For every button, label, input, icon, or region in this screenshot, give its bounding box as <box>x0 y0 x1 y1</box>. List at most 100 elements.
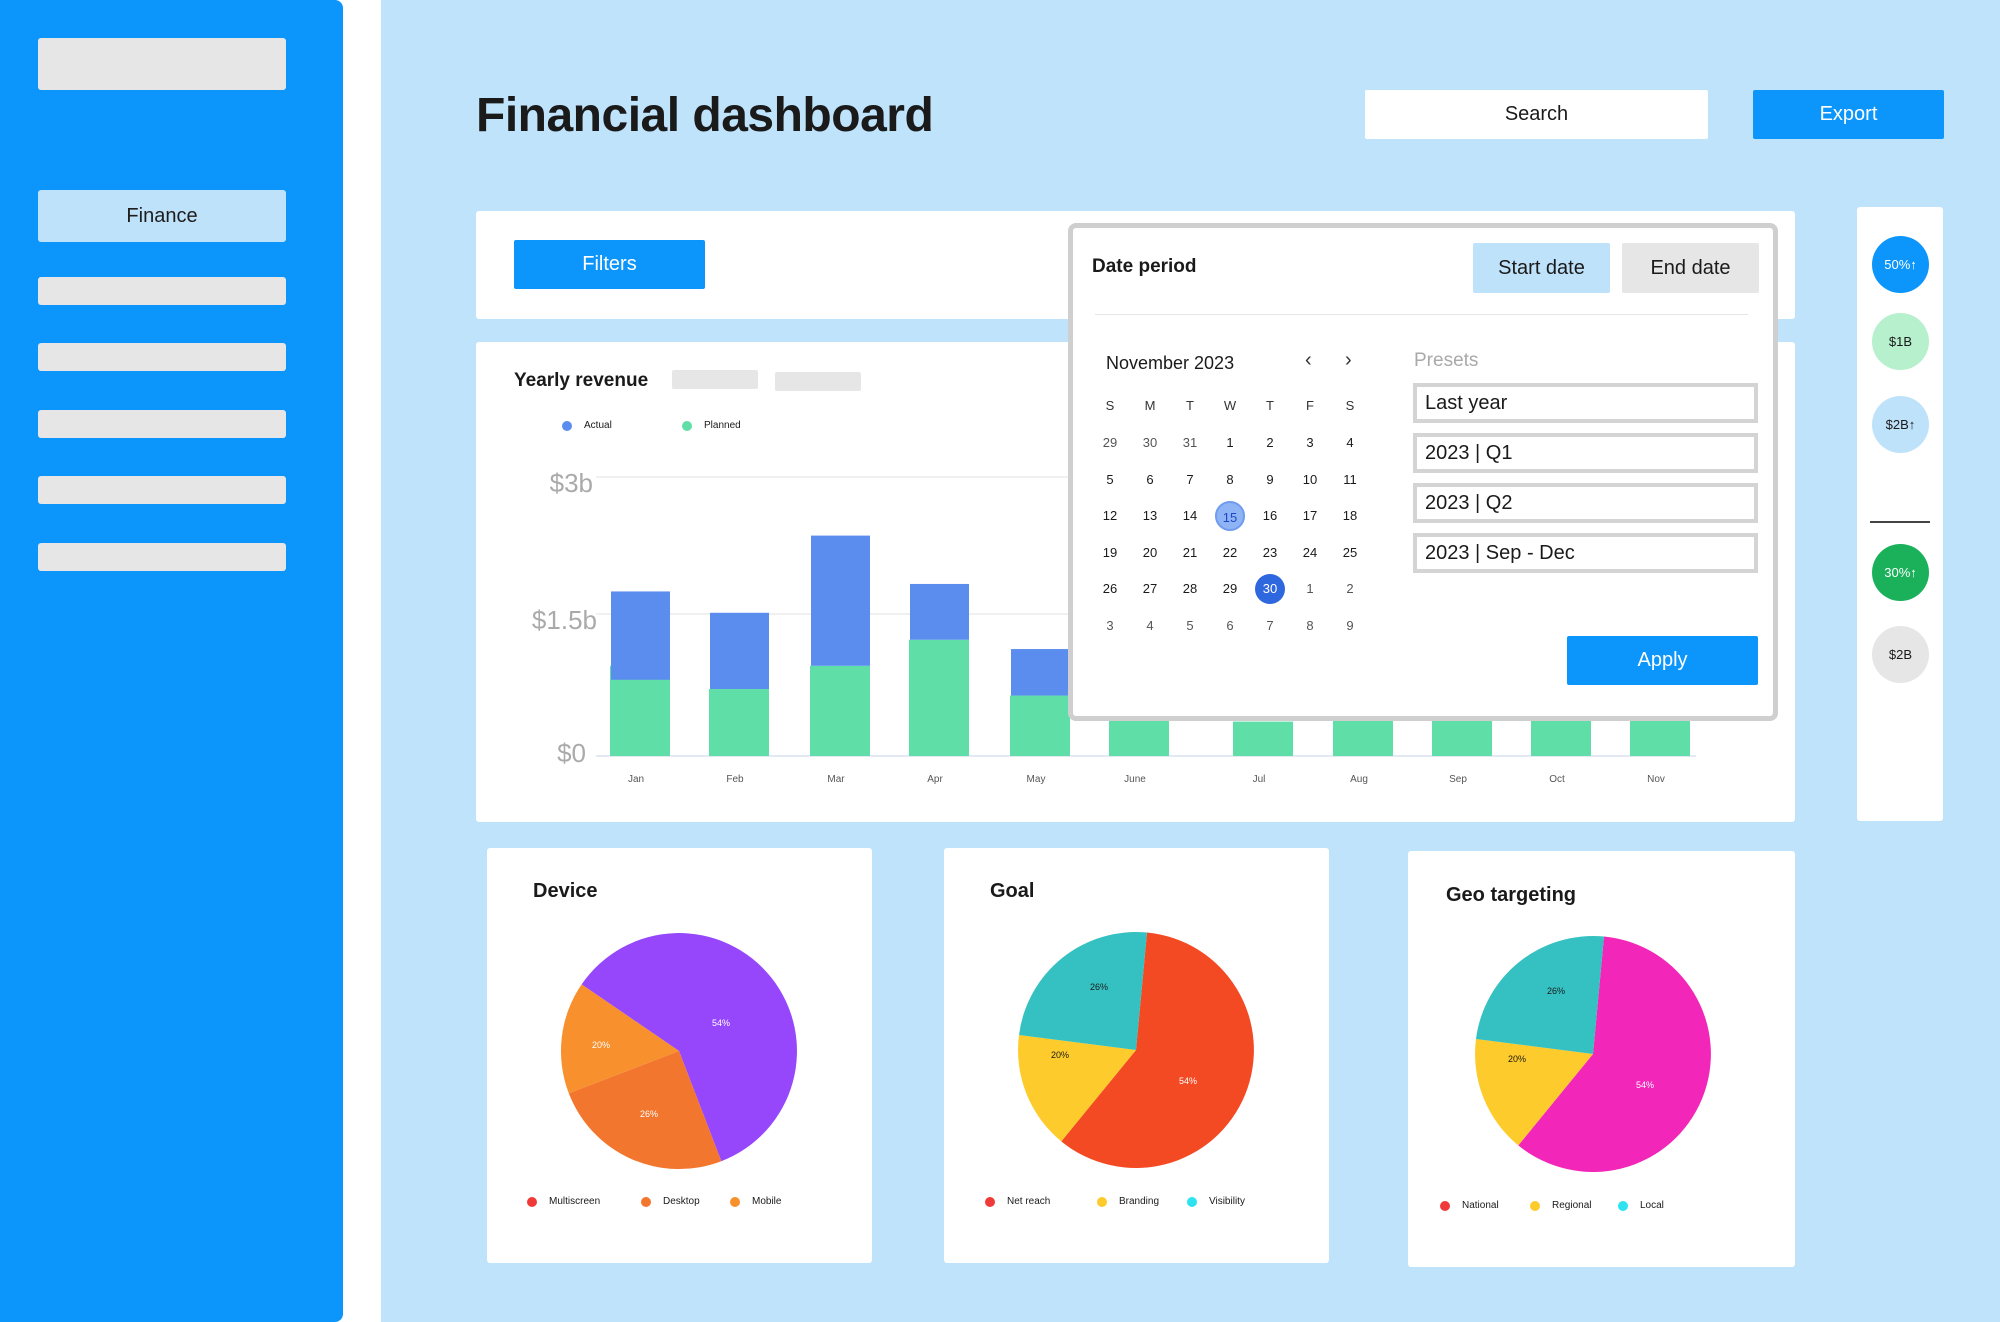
calendar-day[interactable]: 9 <box>1266 472 1274 487</box>
chart-placeholder-tag <box>775 372 861 391</box>
sidebar-item[interactable] <box>38 543 286 571</box>
calendar-day[interactable]: 17 <box>1302 508 1318 523</box>
bar-actual <box>1011 649 1070 696</box>
pie-slice <box>1475 1039 1593 1146</box>
calendar-day[interactable]: 2 <box>1266 435 1274 450</box>
calendar-day[interactable]: 20 <box>1142 545 1158 560</box>
calendar-day[interactable]: 7 <box>1266 618 1274 633</box>
x-tick-label: Sep <box>1449 774 1467 785</box>
bar-planned <box>1531 720 1591 756</box>
stat-badge[interactable]: $2B↑ <box>1872 396 1929 453</box>
pie-title: Goal <box>990 880 1035 902</box>
calendar-day[interactable]: 31 <box>1182 435 1198 450</box>
bar-planned <box>1233 721 1293 756</box>
calendar-day[interactable]: 29 <box>1102 435 1118 450</box>
calendar-day[interactable]: 23 <box>1262 545 1278 560</box>
pie-slice-label: 20% <box>1508 1054 1526 1064</box>
calendar-day[interactable]: 6 <box>1226 618 1234 633</box>
calendar-day[interactable]: 10 <box>1302 472 1318 487</box>
stat-badge[interactable]: 50%↑ <box>1872 236 1929 293</box>
preset-option[interactable]: 2023 | Sep - Dec <box>1413 533 1758 573</box>
sidebar-item-finance[interactable]: Finance <box>38 190 286 242</box>
bar-actual <box>611 591 670 680</box>
preset-option[interactable]: 2023 | Q2 <box>1413 483 1758 523</box>
legend-item: Mobile <box>730 1196 781 1207</box>
pie-slice-label: 54% <box>1636 1080 1654 1090</box>
pie-title: Geo targeting <box>1446 884 1577 906</box>
calendar-day[interactable]: 9 <box>1346 618 1354 633</box>
apply-button[interactable]: Apply <box>1567 636 1758 685</box>
calendar-day[interactable]: 14 <box>1182 508 1198 523</box>
calendar-day[interactable]: 8 <box>1306 618 1314 633</box>
calendar-day[interactable]: 13 <box>1142 508 1158 523</box>
sidebar-item[interactable] <box>38 343 286 371</box>
bar-planned <box>909 639 969 756</box>
legend-item: Visibility <box>1187 1196 1245 1207</box>
calendar-day[interactable]: 29 <box>1222 581 1238 596</box>
calendar-day[interactable]: 6 <box>1146 472 1154 487</box>
calendar-day[interactable]: 4 <box>1146 618 1154 633</box>
bar-actual <box>710 612 769 690</box>
calendar-day[interactable]: 19 <box>1102 545 1118 560</box>
start-date-button[interactable]: Start date <box>1473 243 1610 293</box>
date-period-popup: Date period Start date End date November… <box>1068 223 1778 721</box>
geo-pie-chart: 54% 20% 26% <box>1475 935 1711 1172</box>
calendar-day[interactable]: 2 <box>1346 581 1354 596</box>
calendar-day[interactable]: 5 <box>1106 472 1114 487</box>
calendar-day[interactable]: 25 <box>1342 545 1358 560</box>
bar-planned <box>1630 720 1690 756</box>
calendar-day[interactable]: 5 <box>1186 618 1194 633</box>
chevron-right-icon[interactable]: › <box>1345 349 1352 371</box>
calendar-day[interactable]: 30 <box>1255 574 1285 604</box>
stat-badge[interactable]: 30%↑ <box>1872 544 1929 601</box>
calendar-day[interactable]: 3 <box>1106 618 1114 633</box>
calendar-day[interactable]: 30 <box>1142 435 1158 450</box>
legend-actual: Actual <box>562 420 612 431</box>
legend-item: Local <box>1618 1200 1664 1211</box>
weekday-label: S <box>1345 398 1355 413</box>
calendar-day[interactable]: 26 <box>1102 581 1118 596</box>
pie-slice <box>1476 935 1604 1054</box>
goal-pie-card: Goal 54% 20% 26% Net reach Branding Visi… <box>944 848 1329 1263</box>
divider <box>1095 314 1748 315</box>
calendar-day[interactable]: 1 <box>1226 435 1234 450</box>
chart-placeholder-tag <box>672 370 758 389</box>
calendar-day[interactable]: 15 <box>1215 501 1245 531</box>
preset-option[interactable]: 2023 | Q1 <box>1413 433 1758 473</box>
calendar-day[interactable]: 3 <box>1306 435 1314 450</box>
sidebar-item[interactable] <box>38 277 286 305</box>
filters-button[interactable]: Filters <box>514 240 705 289</box>
calendar-day[interactable]: 28 <box>1182 581 1198 596</box>
stat-badge[interactable]: $1B <box>1872 313 1929 370</box>
calendar-day[interactable]: 27 <box>1142 581 1158 596</box>
bar-planned <box>1333 720 1393 756</box>
calendar-day[interactable]: 1 <box>1306 581 1314 596</box>
stats-divider <box>1870 521 1930 523</box>
legend-item: Branding <box>1097 1196 1159 1207</box>
pie-slice-label: 54% <box>712 1018 730 1028</box>
sidebar: Finance <box>0 0 343 1322</box>
date-period-title: Date period <box>1092 256 1197 277</box>
calendar-day[interactable]: 18 <box>1342 508 1358 523</box>
sidebar-item[interactable] <box>38 410 286 438</box>
calendar-day[interactable]: 4 <box>1346 435 1354 450</box>
preset-option[interactable]: Last year <box>1413 383 1758 423</box>
calendar-day[interactable]: 21 <box>1182 545 1198 560</box>
bar-planned <box>810 665 870 756</box>
calendar-day[interactable]: 24 <box>1302 545 1318 560</box>
calendar-day[interactable]: 22 <box>1222 545 1238 560</box>
calendar-day[interactable]: 11 <box>1343 472 1357 487</box>
stat-badge[interactable]: $2B <box>1872 626 1929 683</box>
calendar-day[interactable]: 8 <box>1226 472 1234 487</box>
pie-slice-label: 26% <box>1090 982 1108 992</box>
calendar-day[interactable]: 7 <box>1186 472 1194 487</box>
pie-slice <box>1518 936 1711 1172</box>
legend-item: National <box>1440 1200 1499 1211</box>
end-date-button[interactable]: End date <box>1622 243 1759 293</box>
calendar-day[interactable]: 12 <box>1102 508 1118 523</box>
calendar-day[interactable]: 16 <box>1262 508 1278 523</box>
search-button[interactable]: Search <box>1365 90 1708 139</box>
sidebar-item[interactable] <box>38 476 286 504</box>
export-button[interactable]: Export <box>1753 90 1944 139</box>
chevron-left-icon[interactable]: ‹ <box>1305 349 1312 371</box>
